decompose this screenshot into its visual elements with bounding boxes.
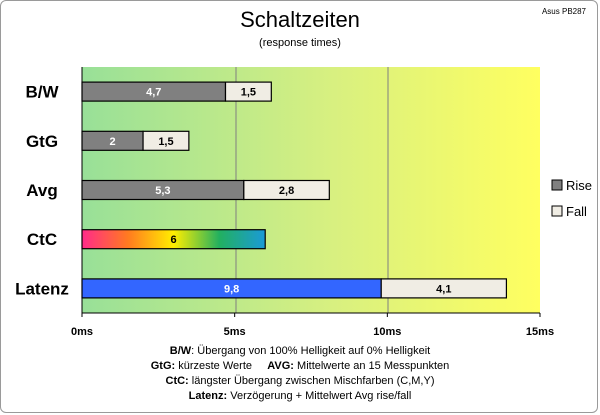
category-label-gtg: GtG: [26, 132, 58, 151]
value-label-fall-gtg: 1,5: [158, 136, 173, 148]
chart-subtitle: (response times): [259, 37, 341, 49]
legend-label-fall: Fall: [566, 204, 587, 219]
category-label-avg: Avg: [26, 181, 58, 200]
value-label-fall-b-w: 1,5: [241, 87, 256, 99]
category-label-ctc: CtC: [27, 230, 57, 249]
chart-svg: Schaltzeiten (response times) Asus PB287…: [15, 7, 592, 338]
bar-rise-ctc: [81, 229, 266, 250]
legend-swatch-rise: [551, 179, 563, 191]
bar-fall-gtg: [142, 130, 190, 151]
value-label-rise-latenz: 9,8: [224, 283, 239, 295]
value-label-rise-ctc: 6: [171, 234, 177, 246]
category-label-b-w: B/W: [25, 83, 59, 102]
category-label-latenz: Latenz: [15, 279, 69, 298]
x-tick-label-1: 5ms: [224, 326, 246, 338]
bar-fall-latenz: [380, 278, 508, 299]
corner-label: Asus PB287: [542, 7, 587, 16]
x-tick-label-0: 0ms: [71, 326, 93, 338]
value-label-rise-b-w: 4,7: [146, 87, 161, 99]
value-label-fall-avg: 2,8: [279, 185, 294, 197]
notes: B/W: Übergang von 100% Helligkeit auf 0%…: [0, 344, 600, 404]
value-label-fall-latenz: 4,1: [436, 283, 451, 295]
bar-fall-avg: [243, 179, 330, 201]
legend-label-rise: Rise: [566, 178, 592, 193]
note-bw: B/W: Übergang von 100% Helligkeit auf 0%…: [169, 345, 431, 357]
note-ctc: CtC: längster Übergang zwischen Mischfar…: [165, 375, 435, 387]
x-tick-label-3: 15ms: [526, 326, 554, 338]
x-tick-label-2: 10ms: [373, 326, 401, 338]
bar-fall-b-w: [224, 81, 272, 102]
value-label-rise-avg: 5,3: [155, 185, 170, 197]
value-label-rise-gtg: 2: [109, 136, 115, 148]
legend-swatch-fall: [551, 205, 563, 217]
chart-title: Schaltzeiten: [240, 7, 360, 32]
note-latenz: Latenz: Verzögerung + Mittelwert Avg ris…: [188, 390, 412, 402]
note-gtg-avg: GtG: kürzeste Werte AVG: Mittelwerte an …: [150, 360, 450, 372]
